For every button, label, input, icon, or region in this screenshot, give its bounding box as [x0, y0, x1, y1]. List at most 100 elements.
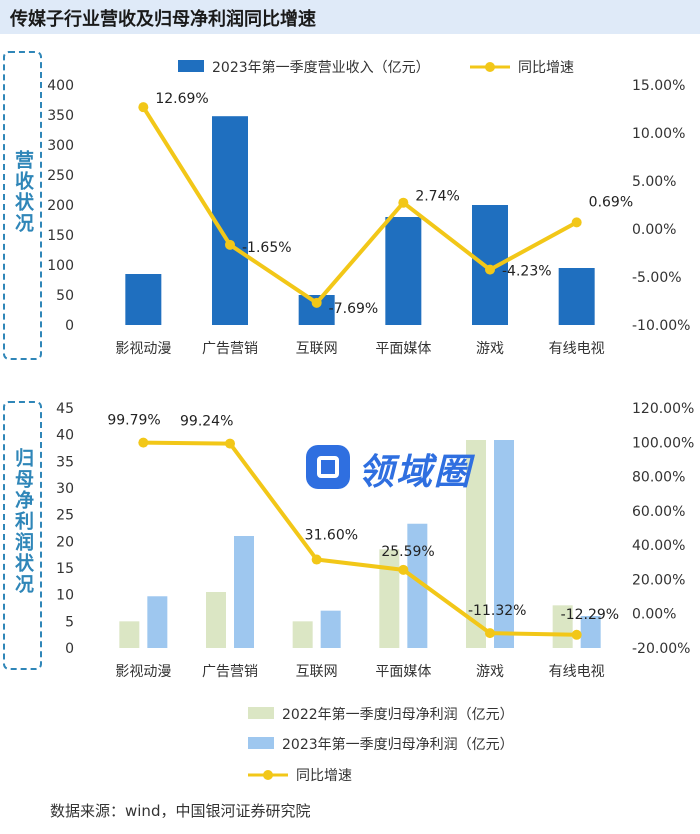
category-label: 有线电视 [549, 341, 605, 357]
category-label: 平面媒体 [375, 664, 431, 680]
growth-data-label: -1.65% [242, 240, 292, 256]
bar [234, 536, 254, 648]
growth-line [143, 440, 577, 637]
category-label: 影视动漫 [115, 664, 171, 680]
right-axis-tick-label: 80.00% [632, 470, 685, 486]
left-axis-tick-label: 5 [65, 614, 74, 630]
growth-point [311, 554, 322, 565]
legend-swatch [248, 707, 274, 719]
left-axis-tick-label: 150 [47, 228, 74, 244]
bar [466, 440, 486, 648]
growth-point [225, 438, 235, 449]
growth-point [571, 629, 582, 640]
growth-point [398, 564, 409, 575]
left-axis-tick-label: 50 [56, 288, 74, 304]
legend-label: 同比增速 [518, 60, 574, 76]
revenue-section-box [3, 51, 42, 360]
legend-swatch [248, 737, 274, 749]
left-axis-tick-label: 35 [56, 454, 74, 470]
right-axis-tick-label: 0.00% [632, 607, 676, 623]
bar [206, 592, 226, 648]
growth-point [225, 239, 235, 250]
growth-data-label: 99.79% [107, 413, 160, 429]
growth-point [138, 102, 149, 113]
legend-label: 2023年第一季度归母净利润（亿元） [282, 736, 514, 753]
growth-point [398, 197, 409, 208]
bar [119, 621, 140, 648]
profit-section-box [3, 401, 42, 670]
revenue-chart: 0 50 100 150 200 250 300 350 400 -10.00% -5.00% 0.0… [47, 59, 690, 357]
category-label: 有线电视 [549, 664, 605, 680]
watermark-logo-icon [306, 445, 350, 489]
left-axis-tick-label: 25 [56, 508, 74, 524]
bar [552, 605, 573, 648]
right-axis-tick-label: -10.00% [632, 318, 690, 334]
left-axis-tick-label: 40 [56, 428, 74, 444]
right-axis-tick-label: -20.00% [632, 641, 690, 657]
bar [125, 274, 162, 325]
left-axis-tick-label: 100 [47, 258, 74, 274]
bar [147, 596, 168, 648]
legend-label: 2022年第一季度归母净利润（亿元） [282, 706, 514, 723]
growth-data-label: -7.69% [329, 301, 379, 317]
right-axis-tick-label: 100.00% [632, 435, 694, 451]
bar [407, 523, 428, 648]
right-axis-tick-label: 0.00% [632, 222, 676, 238]
category-label: 互联网 [296, 664, 338, 680]
growth-data-label: 25.59% [381, 544, 434, 560]
revenue-section-label: 营收状况 [12, 150, 34, 234]
legend-point-swatch [263, 770, 273, 780]
right-axis-tick-label: -5.00% [632, 270, 682, 286]
left-axis-tick-label: 20 [56, 534, 74, 550]
right-axis-tick-label: 60.00% [632, 504, 685, 520]
right-axis-tick-label: 40.00% [632, 538, 685, 554]
bar [494, 440, 514, 648]
right-axis-tick-label: 5.00% [632, 174, 676, 190]
left-axis-tick-label: 350 [47, 108, 74, 124]
left-axis-tick-label: 45 [56, 401, 74, 417]
right-axis-tick-label: 15.00% [632, 78, 685, 94]
profit-section-label: 归母净利润状况 [12, 448, 34, 595]
growth-data-label: -12.29% [561, 607, 619, 623]
legend-label: 同比增速 [296, 768, 352, 784]
left-axis-tick-label: 10 [56, 588, 74, 604]
right-axis-tick-label: 20.00% [632, 572, 685, 588]
right-axis-tick-label: 120.00% [632, 401, 694, 417]
growth-data-label: 0.69% [589, 194, 633, 210]
legend-point-swatch [485, 62, 495, 72]
category-label: 广告营销 [202, 341, 258, 357]
left-axis-tick-label: 200 [47, 198, 74, 214]
left-axis-tick-label: 0 [65, 318, 74, 334]
bar [292, 621, 313, 648]
growth-point [485, 264, 495, 275]
source-note: 数据来源：wind，中国银河证券研究院 [50, 802, 311, 820]
bar [385, 217, 422, 325]
category-label: 游戏 [476, 664, 504, 680]
left-axis-tick-label: 400 [47, 78, 74, 94]
legend-label: 2023年第一季度营业收入（亿元） [212, 59, 430, 76]
left-axis-tick-label: 250 [47, 168, 74, 184]
growth-data-label: 31.60% [305, 528, 358, 544]
growth-data-label: -11.32% [468, 603, 526, 619]
left-axis-tick-label: 0 [65, 641, 74, 657]
left-axis-tick-label: 300 [47, 138, 74, 154]
bar [379, 549, 400, 648]
growth-data-label: 99.24% [180, 414, 233, 430]
category-label: 互联网 [296, 341, 338, 357]
watermark-text: 领域圈 [358, 452, 473, 493]
growth-point [485, 628, 495, 639]
category-label: 平面媒体 [375, 341, 431, 357]
left-axis-tick-label: 15 [56, 561, 74, 577]
bar [212, 116, 248, 325]
page-title: 传媒子行业营收及归母净利润同比增速 [10, 9, 316, 30]
growth-data-label: 12.69% [155, 91, 208, 107]
bar [320, 610, 341, 648]
category-label: 广告营销 [202, 664, 258, 680]
category-label: 游戏 [476, 341, 504, 357]
bar [580, 616, 601, 648]
bar [558, 268, 595, 325]
growth-point [571, 217, 582, 228]
legend-swatch [178, 60, 204, 72]
title-bar: 传媒子行业营收及归母净利润同比增速 [0, 0, 700, 34]
left-axis-tick-label: 30 [56, 481, 74, 497]
